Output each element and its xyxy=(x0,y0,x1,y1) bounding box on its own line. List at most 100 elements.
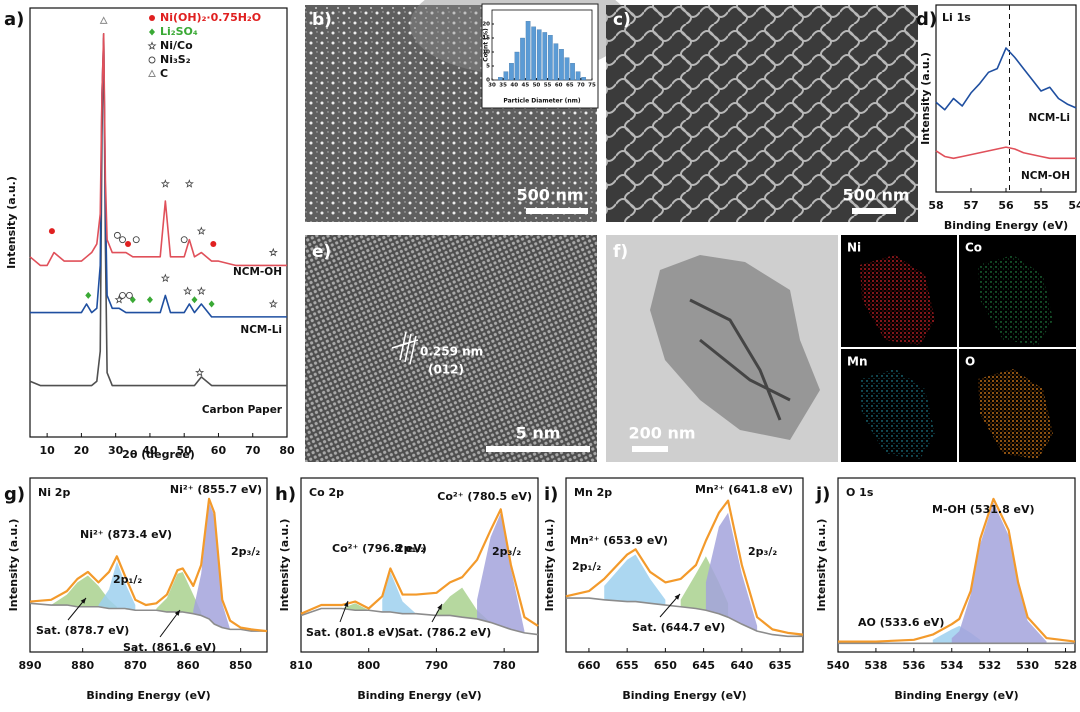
spectrum-line xyxy=(30,37,287,318)
fit-component xyxy=(98,561,136,611)
phase-marker xyxy=(196,226,206,235)
peak-annotation: Sat. (878.7 eV) xyxy=(36,624,129,637)
x-axis-label: Binding Energy (eV) xyxy=(894,689,1018,702)
spectrum-line xyxy=(29,497,268,633)
arrow-head xyxy=(674,594,680,600)
x-tick-label: 530 xyxy=(1016,659,1039,672)
y-axis-label: Intensity (a.u.) xyxy=(919,52,932,145)
x-tick-label: 880 xyxy=(71,659,94,672)
histogram-bar xyxy=(581,77,586,81)
histogram-bar xyxy=(570,63,575,81)
x-tick-label: 70 xyxy=(245,444,261,457)
phase-marker xyxy=(48,228,55,235)
x-tick-label: 660 xyxy=(577,659,600,672)
plot-frame xyxy=(491,9,593,81)
o-map-signal xyxy=(978,369,1053,459)
x-tick-label: 540 xyxy=(827,659,850,672)
histogram-bar xyxy=(520,37,525,81)
x-tick-label: 650 xyxy=(654,659,677,672)
panel-label: g) xyxy=(4,484,25,505)
fit-component xyxy=(604,554,666,606)
phase-marker xyxy=(146,296,153,304)
peak-annotation: Ni²⁺ (873.4 eV) xyxy=(80,528,172,541)
x-tick-label: 538 xyxy=(864,659,887,672)
x-tick-label: 870 xyxy=(124,659,147,672)
y-axis-label: Intensity (a.u.) xyxy=(7,519,20,612)
peak-annotation: 2p₃/₂ xyxy=(748,545,777,558)
x-tick-label: 645 xyxy=(692,659,715,672)
x-tick-label: 35 xyxy=(499,83,507,89)
phase-marker xyxy=(184,179,194,188)
x-tick-label: 50 xyxy=(177,444,193,457)
x-tick-label: 54 xyxy=(1068,199,1080,212)
background-line xyxy=(29,602,267,632)
spectrum-line xyxy=(838,497,1076,643)
lattice-marker xyxy=(391,331,419,365)
spectrum-line xyxy=(565,499,804,636)
arrow-head xyxy=(343,601,349,607)
panel-label: j) xyxy=(815,484,830,505)
peak-annotation: Sat. (861.6 eV) xyxy=(123,641,216,654)
histogram-bar xyxy=(559,49,564,81)
y-tick-label: 10 xyxy=(482,50,490,56)
x-axis-label: 2θ (degree) xyxy=(122,448,195,461)
legend-label: Ni₃S₂ xyxy=(160,53,191,66)
x-axis-label: Binding Energy (eV) xyxy=(944,219,1068,232)
x-tick-label: 80 xyxy=(279,444,295,457)
panel-title: Co 2p xyxy=(309,486,344,499)
panel-title: Li 1s xyxy=(942,11,971,24)
arrow-head xyxy=(174,610,180,616)
x-tick-label: 532 xyxy=(978,659,1001,672)
x-tick-label: 50 xyxy=(533,83,541,89)
x-axis-label: Binding Energy (eV) xyxy=(357,689,481,702)
histogram-bar xyxy=(548,35,553,81)
panel-label: h) xyxy=(275,484,296,505)
plot-frame xyxy=(300,477,539,653)
curve-label: NCM-OH xyxy=(1021,170,1070,182)
annotation-arrow xyxy=(159,609,181,638)
histogram-bar xyxy=(498,77,503,81)
x-tick-label: 528 xyxy=(1054,659,1077,672)
map-label: Co xyxy=(965,241,982,255)
legend-label: Ni/Co xyxy=(160,39,193,52)
fit-component xyxy=(341,603,369,611)
peak-annotation: 2p₁/₂ xyxy=(572,560,601,573)
spectrum-line xyxy=(29,32,287,387)
spectrum-line xyxy=(300,508,539,627)
fit-component xyxy=(705,512,758,632)
x-tick-label: 40 xyxy=(142,444,158,457)
histogram-bar xyxy=(531,26,536,81)
x-tick-label: 655 xyxy=(616,659,639,672)
x-tick-label: 56 xyxy=(998,199,1014,212)
curve-label: NCM-Li xyxy=(240,324,282,336)
x-tick-label: 58 xyxy=(928,199,943,212)
plane-label: (012) xyxy=(428,363,464,377)
scale-bar-label: 200 nm xyxy=(628,424,695,443)
peak-annotation: AO (533.6 eV) xyxy=(858,616,944,629)
y-axis-label: Intensity (a.u.) xyxy=(278,519,291,612)
x-tick-label: 10 xyxy=(39,444,55,457)
peak-annotation: Co²⁺ (796.8 eV) xyxy=(332,542,427,555)
y-axis-label: Intensity (a.u.) xyxy=(815,519,828,612)
x-tick-label: 860 xyxy=(177,659,200,672)
mn-map-signal xyxy=(860,369,935,459)
legend-label: Li₂SO₄ xyxy=(160,25,198,38)
histogram-bar xyxy=(553,43,559,81)
panel-label: f) xyxy=(613,242,628,262)
peak-annotation: Sat. (801.8 eV) xyxy=(306,626,399,639)
scale-bar xyxy=(632,446,668,452)
fit-component xyxy=(51,575,117,609)
scale-bar-label: 500 nm xyxy=(842,186,909,205)
hrtem-image xyxy=(305,235,597,462)
curve-label: NCM-OH xyxy=(233,266,282,278)
curve-label: NCM-Li xyxy=(1028,112,1070,124)
co-map-signal xyxy=(978,255,1053,345)
legend-label: C xyxy=(160,67,168,80)
plot-frame xyxy=(29,477,268,653)
panel-label: b) xyxy=(312,10,332,30)
x-tick-label: 70 xyxy=(577,83,585,89)
histogram-bar xyxy=(564,57,570,81)
plot-frame xyxy=(29,7,288,438)
phase-marker xyxy=(180,236,188,244)
